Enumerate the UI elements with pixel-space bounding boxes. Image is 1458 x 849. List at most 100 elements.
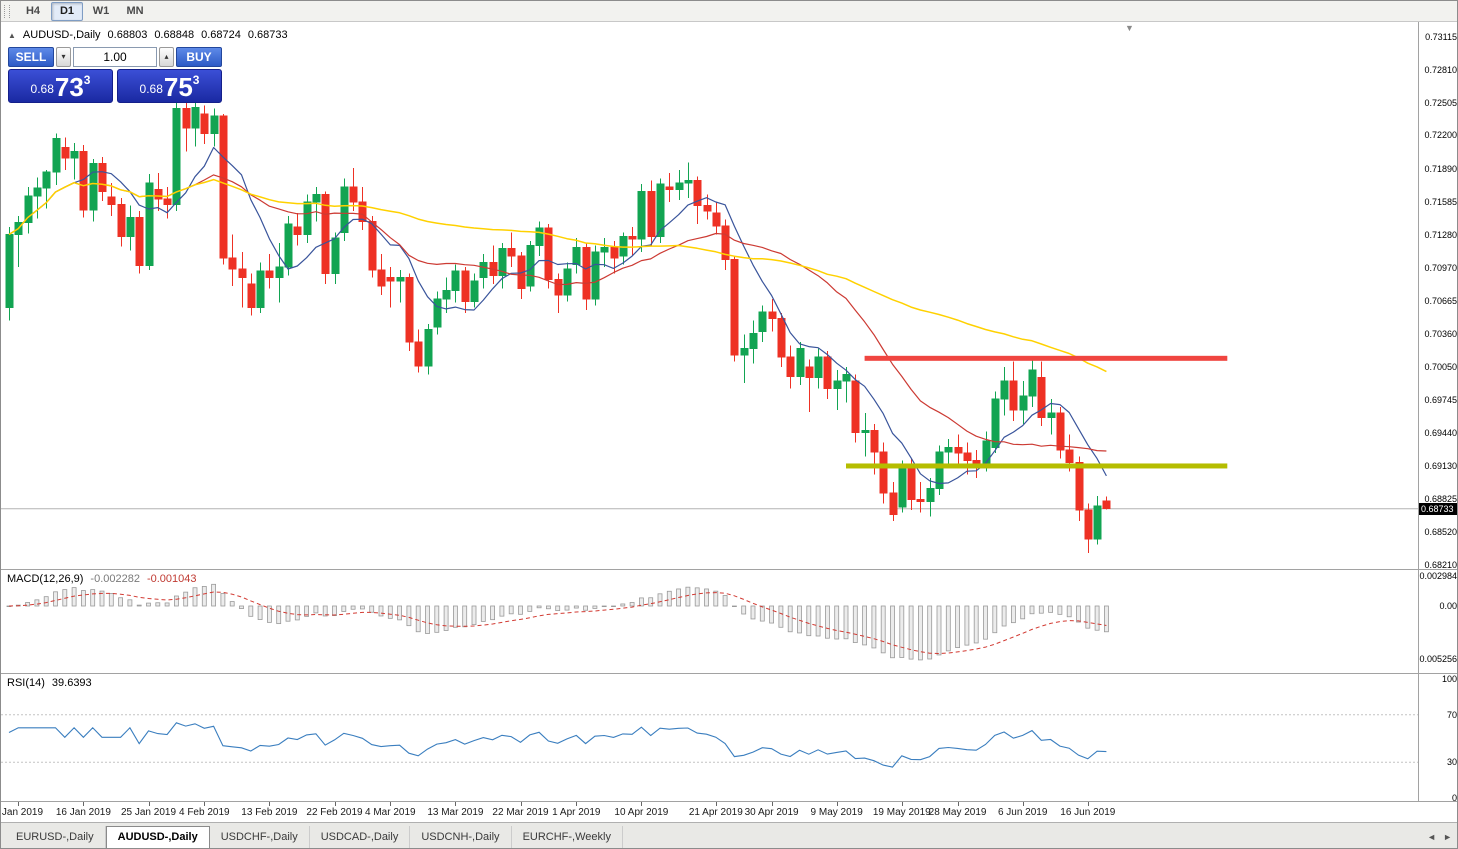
tabs-scroll-left-icon[interactable]: ◄ xyxy=(1427,832,1437,842)
timeframe-h4[interactable]: H4 xyxy=(25,4,41,17)
macd-signal-line xyxy=(8,591,1107,655)
chart-ohlc-header: ▲ AUDUSD-,Daily 0.68803 0.68848 0.68724 … xyxy=(8,29,288,41)
time-axis-label: 13 Mar 2019 xyxy=(427,807,484,818)
time-axis-tick xyxy=(83,802,85,806)
rsi-axis-label: 70 xyxy=(1446,709,1457,720)
tab-eurchf-weekly[interactable]: EURCHF-,Weekly xyxy=(512,826,623,848)
price-axis-label: 0.69130 xyxy=(1424,460,1457,471)
time-axis-label: 28 May 2019 xyxy=(928,807,987,818)
axis-separator-line xyxy=(1418,22,1419,802)
tab-audusd-daily[interactable]: AUDUSD-,Daily xyxy=(105,826,210,848)
time-axis-tick xyxy=(901,802,903,806)
tabs-scroll-right-icon[interactable]: ► xyxy=(1443,832,1452,842)
panel-separator[interactable] xyxy=(1,673,1457,674)
tab-usdcad-daily[interactable]: USDCAD-,Daily xyxy=(310,826,411,848)
price-axis-label: 0.71585 xyxy=(1424,196,1457,207)
volume-down-button[interactable]: ▾ xyxy=(56,47,71,67)
time-axis-label: 16 Jun 2019 xyxy=(1060,807,1116,818)
timeframe-d1[interactable]: D1 xyxy=(51,1,83,21)
rsi-value: 39.6393 xyxy=(51,677,92,689)
time-axis-label: 30 Apr 2019 xyxy=(744,807,799,818)
macd-panel[interactable]: MACD(12,26,9) -0.002282 -0.001043 xyxy=(1,570,1418,673)
tab-usdcnh-daily[interactable]: USDCNH-,Daily xyxy=(410,826,512,848)
price-axis-label: 0.71280 xyxy=(1424,229,1457,240)
price-axis-label: 0.70665 xyxy=(1424,295,1457,306)
candles xyxy=(5,97,1111,554)
buy-price-point: 3 xyxy=(192,73,200,87)
bar-close-value: 0.68733 xyxy=(247,29,288,41)
macd-name: MACD(12,26,9) xyxy=(7,573,84,585)
price-axis-label: 0.68520 xyxy=(1424,526,1457,537)
time-axis-label: 13 Feb 2019 xyxy=(241,807,298,818)
macd-axis[interactable]: 0.002984 0.00 -0.005256 xyxy=(1419,570,1457,673)
macd-histogram xyxy=(6,583,1109,661)
rsi-axis-label: 0 xyxy=(1451,793,1457,801)
time-axis-tick xyxy=(455,802,457,806)
price-axis-label: 0.68210 xyxy=(1424,560,1457,569)
toolbar-grip[interactable] xyxy=(4,4,10,18)
panel-collapse-icon[interactable]: ▲ xyxy=(8,30,16,40)
time-axis-label: 1 Apr 2019 xyxy=(552,807,601,818)
ma-55-line xyxy=(8,178,1107,373)
price-chart-panel[interactable]: ▲ AUDUSD-,Daily 0.68803 0.68848 0.68724 … xyxy=(1,22,1418,569)
time-axis-tick xyxy=(641,802,643,806)
buy-button[interactable]: BUY xyxy=(176,47,222,67)
time-axis-tick xyxy=(148,802,150,806)
panel-separator[interactable] xyxy=(1,801,1457,802)
one-click-trading-panel: SELL ▾ ▴ BUY 0.68 73 3 0.68 75 3 xyxy=(8,47,222,103)
sell-price-pips: 73 xyxy=(54,72,84,102)
time-axis-label: 22 Feb 2019 xyxy=(306,807,363,818)
timeframe-mn[interactable]: MN xyxy=(126,4,144,17)
rsi-panel[interactable]: RSI(14) 39.6393 xyxy=(1,674,1418,801)
volume-input[interactable] xyxy=(73,47,157,67)
sell-price-point: 3 xyxy=(83,73,91,87)
price-axis-label: 0.70970 xyxy=(1424,262,1457,273)
time-axis-tick xyxy=(715,802,717,806)
rsi-canvas xyxy=(1,714,1418,768)
buy-price-figure: 0.68 xyxy=(139,82,163,96)
price-axis-label: 0.73115 xyxy=(1425,32,1457,42)
panel-separator[interactable] xyxy=(1,569,1457,570)
buy-price-display[interactable]: 0.68 75 3 xyxy=(117,69,222,103)
tab-usdchf-daily[interactable]: USDCHF-,Daily xyxy=(210,826,310,848)
price-axis-label: 0.69440 xyxy=(1424,427,1457,438)
bar-high-value: 0.68848 xyxy=(154,29,195,41)
ma-8-line xyxy=(8,146,1107,485)
time-axis-tick xyxy=(204,802,206,806)
time-axis-label: 21 Apr 2019 xyxy=(688,807,743,818)
macd-main-value: -0.002282 xyxy=(90,573,140,585)
sell-button[interactable]: SELL xyxy=(8,47,54,67)
sell-price-display[interactable]: 0.68 73 3 xyxy=(8,69,113,103)
rsi-axis-label: 30 xyxy=(1446,757,1457,768)
tab-eurusd-daily[interactable]: EURUSD-,Daily xyxy=(5,826,106,848)
tabs-scroll-buttons: ◄ ► xyxy=(1427,832,1452,842)
resistance-line[interactable] xyxy=(864,355,1228,361)
macd-axis-label: 0.002984 xyxy=(1419,571,1457,582)
time-axis-tick xyxy=(18,802,20,806)
time-axis-tick xyxy=(390,802,392,806)
rsi-indicator-label: RSI(14) 39.6393 xyxy=(7,677,92,689)
support-line[interactable] xyxy=(846,463,1228,469)
macd-signal-value: -0.001043 xyxy=(146,573,197,585)
buy-price-pips: 75 xyxy=(163,72,193,102)
time-axis-label: 19 May 2019 xyxy=(872,807,931,818)
timeframe-toolbar: H4 D1 W1 MN xyxy=(1,1,1457,22)
ma-21-line xyxy=(8,174,1107,452)
time-axis-label: 9 May 2019 xyxy=(810,807,863,818)
time-axis-tick xyxy=(576,802,578,806)
time-axis-label: 6 Jun 2019 xyxy=(997,807,1048,818)
price-axis-label: 0.70360 xyxy=(1424,328,1457,339)
time-axis-label: 10 Apr 2019 xyxy=(614,807,669,818)
macd-canvas xyxy=(6,583,1109,661)
macd-axis-label: -0.005256 xyxy=(1419,653,1457,664)
sell-price-figure: 0.68 xyxy=(30,82,54,96)
timeframe-w1[interactable]: W1 xyxy=(92,4,110,17)
price-axis[interactable]: 0.73115 0.72810 0.72505 0.72200 0.71890 0.715… xyxy=(1419,22,1457,569)
rsi-line xyxy=(8,722,1107,768)
price-chart-canvas[interactable] xyxy=(1,22,1418,569)
macd-axis-label: 0.00 xyxy=(1439,601,1457,611)
rsi-axis[interactable]: 100 70 30 0 xyxy=(1419,674,1457,801)
volume-up-button[interactable]: ▴ xyxy=(159,47,174,67)
chart-shift-marker[interactable]: ▼ xyxy=(1125,23,1134,33)
